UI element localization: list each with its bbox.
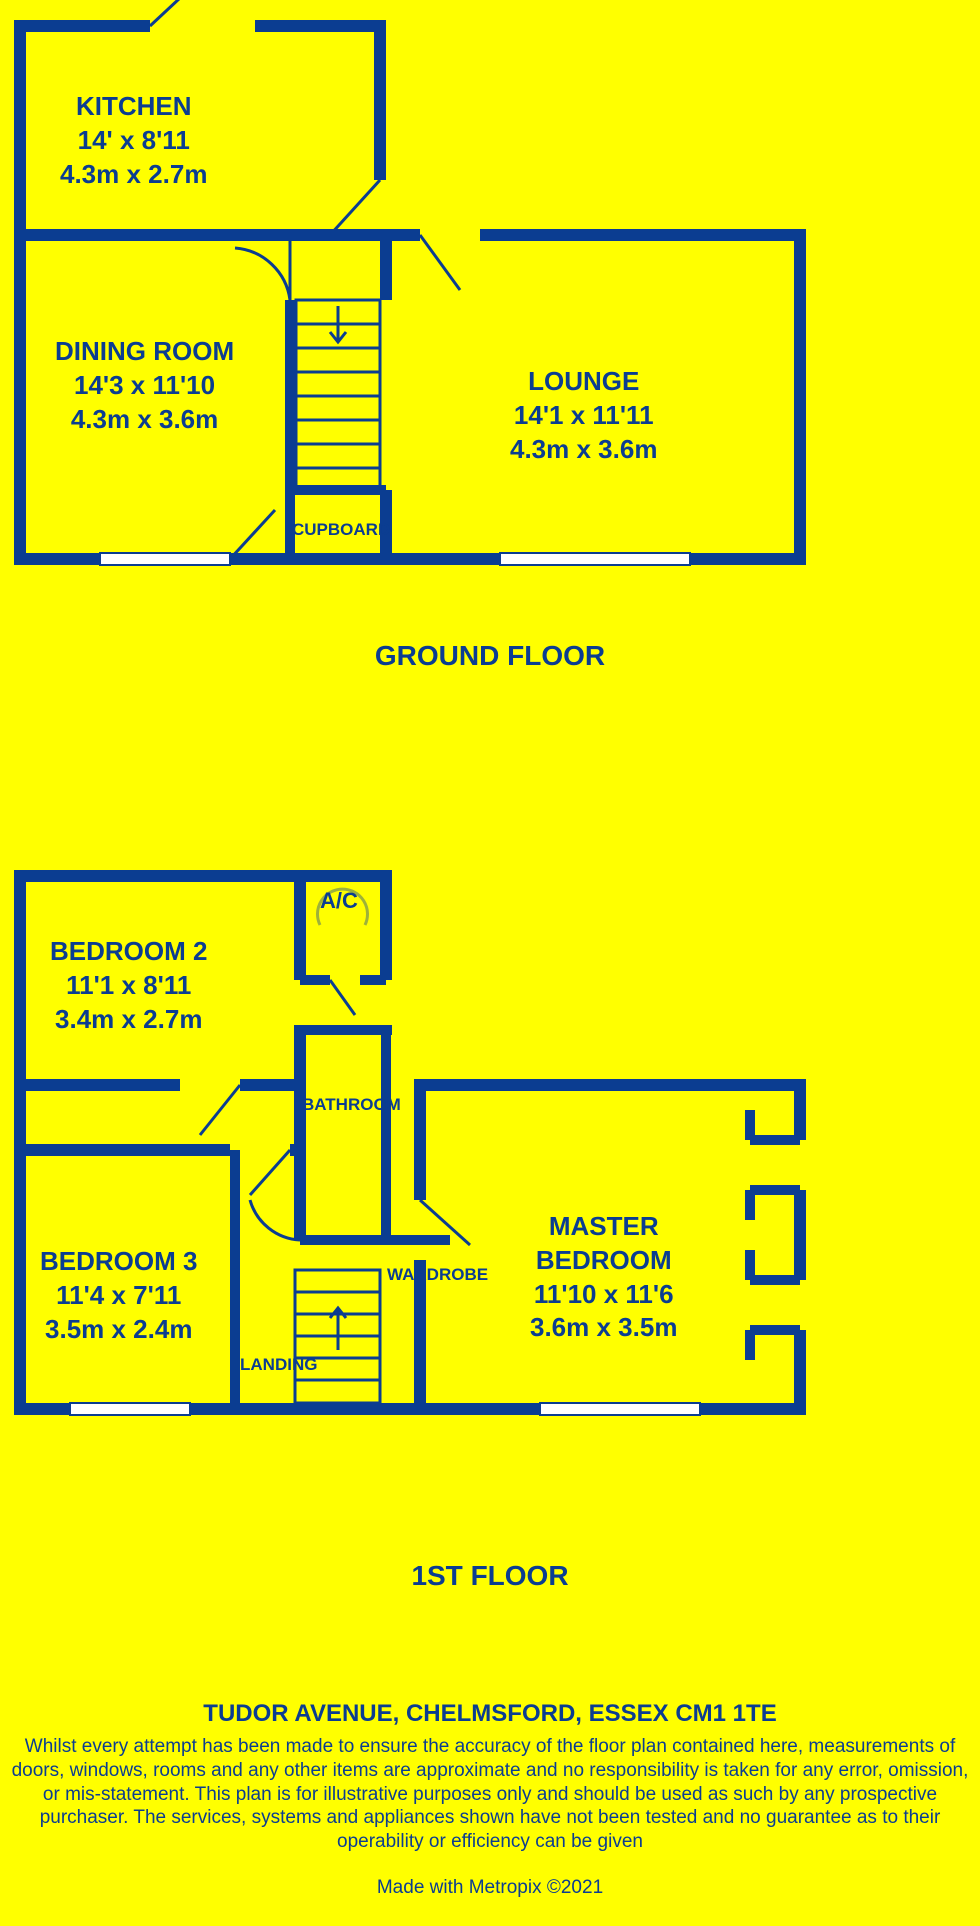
disclaimer: Whilst every attempt has been made to en… [10,1735,970,1854]
wardrobe-label: WARDROBE [387,1265,488,1285]
credit: Made with Metropix ©2021 [10,1876,970,1900]
ac-label: A/C [320,888,358,914]
ground-floor-title: GROUND FLOOR [0,640,980,672]
bedroom3-label: BEDROOM 3 11'4 x 7'11 3.5m x 2.4m [40,1245,197,1346]
master-label: MASTER BEDROOM 11'10 x 11'6 3.6m x 3.5m [530,1210,677,1345]
dining-label: DINING ROOM 14'3 x 11'10 4.3m x 3.6m [55,335,234,436]
landing-label: LANDING [240,1355,317,1375]
bedroom2-label: BEDROOM 2 11'1 x 8'11 3.4m x 2.7m [50,935,207,1036]
first-floor-title: 1ST FLOOR [0,1560,980,1592]
kitchen-label: KITCHEN 14' x 8'11 4.3m x 2.7m [60,90,207,191]
cupboard-label: CUPBOARD [292,520,390,540]
lounge-label: LOUNGE 14'1 x 11'11 4.3m x 3.6m [510,365,657,466]
address: TUDOR AVENUE, CHELMSFORD, ESSEX CM1 1TE [0,1700,980,1728]
bathroom-label: BATHROOM [302,1095,401,1115]
